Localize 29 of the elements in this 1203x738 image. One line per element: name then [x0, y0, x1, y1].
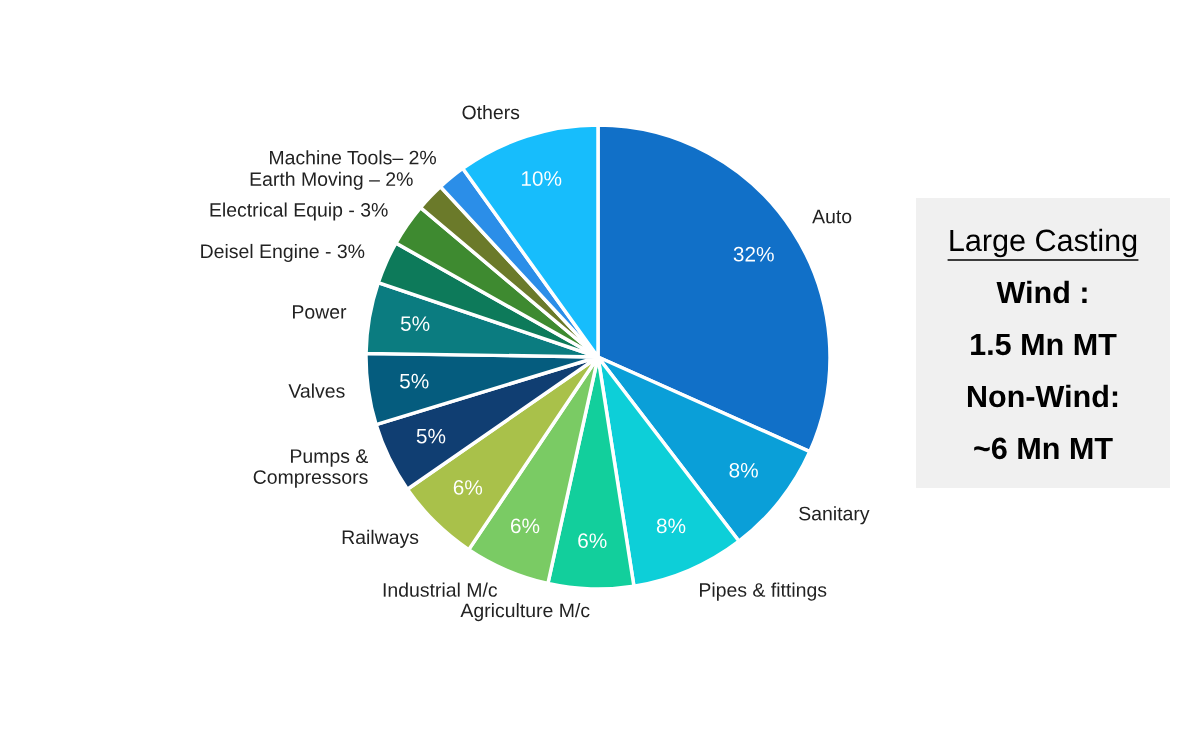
data-label: 10%: [521, 171, 562, 186]
slice-label: Auto: [812, 209, 852, 224]
slice-label: Deisel Engine - 3%: [201, 243, 365, 263]
data-label: 8%: [729, 462, 758, 478]
data-label: 5%: [399, 373, 429, 389]
slice-label: Power: [293, 305, 347, 319]
data-label: 6%: [578, 533, 607, 549]
slice-label: Machine Tools– 2%: [270, 150, 436, 165]
text: Non-Wind:: [967, 384, 1118, 408]
text: Large Casting: [950, 228, 1137, 258]
data-label: 6%: [453, 480, 483, 495]
slice-label: Earth Moving – 2%: [250, 171, 413, 190]
slice-label: Railways: [342, 529, 419, 548]
data-label: 32%: [733, 246, 774, 262]
text: 1.5 Mn MT: [971, 333, 1117, 356]
data-label: 6%: [510, 518, 540, 534]
text: ~6 Mn MT: [974, 437, 1113, 460]
slice-label: Industrial M/c: [383, 582, 498, 597]
slice-label: Agriculture M/c: [460, 603, 590, 622]
slice-label: Sanitary: [799, 506, 870, 525]
slice-label: Valves: [288, 383, 345, 398]
slice-label: Pipes & fittings: [700, 582, 827, 601]
data-label: 8%: [656, 518, 686, 534]
slice-label: Pumps & Compressors: [253, 449, 369, 488]
slice-label: Electrical Equip - 3%: [210, 202, 388, 221]
slice-label: Others: [462, 104, 520, 120]
data-label: 5%: [400, 316, 430, 331]
text: Wind :: [996, 280, 1087, 304]
data-label: 5%: [416, 428, 446, 444]
